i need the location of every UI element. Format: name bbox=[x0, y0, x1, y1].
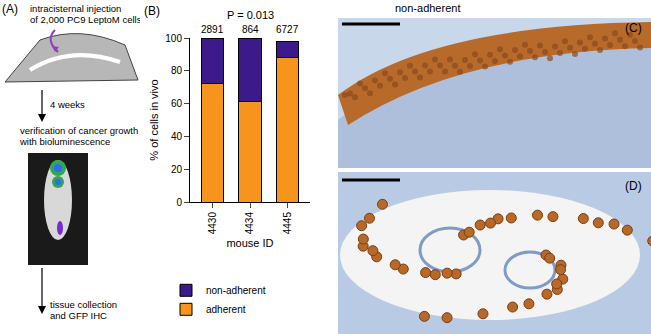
svg-text:40: 40 bbox=[171, 131, 183, 142]
svg-text:adherent: adherent bbox=[206, 304, 246, 315]
svg-text:verification of cancer growth: verification of cancer growth bbox=[20, 125, 138, 136]
svg-text:of 2,000 PC9 LeptoM cells: of 2,000 PC9 LeptoM cells bbox=[30, 14, 142, 25]
svg-text:and GFP IHC: and GFP IHC bbox=[50, 310, 107, 321]
svg-text:(B): (B) bbox=[144, 4, 160, 18]
svg-text:P = 0.013: P = 0.013 bbox=[227, 9, 274, 21]
svg-text:with bioluminescence: with bioluminescence bbox=[19, 136, 110, 147]
svg-text:(D): (D) bbox=[625, 179, 642, 193]
svg-text:80: 80 bbox=[171, 65, 183, 76]
svg-text:4434: 4434 bbox=[244, 212, 255, 235]
svg-text:864: 864 bbox=[242, 24, 259, 35]
svg-text:4 weeks: 4 weeks bbox=[50, 99, 85, 110]
svg-text:tissue collection: tissue collection bbox=[50, 299, 117, 310]
svg-text:non-adherent: non-adherent bbox=[206, 285, 266, 296]
svg-text:4445: 4445 bbox=[282, 212, 293, 235]
svg-text:60: 60 bbox=[171, 98, 183, 109]
svg-text:non-adherent: non-adherent bbox=[395, 2, 460, 14]
svg-text:0: 0 bbox=[176, 197, 182, 208]
svg-text:4430: 4430 bbox=[207, 212, 218, 235]
svg-text:intracisternal injection: intracisternal injection bbox=[30, 3, 121, 14]
svg-text:% of cells in vivo: % of cells in vivo bbox=[148, 79, 160, 160]
svg-text:100: 100 bbox=[165, 33, 182, 44]
svg-text:2891: 2891 bbox=[201, 24, 224, 35]
svg-text:6727: 6727 bbox=[276, 24, 299, 35]
svg-text:20: 20 bbox=[171, 164, 183, 175]
svg-text:(C): (C) bbox=[625, 21, 642, 35]
svg-text:(A): (A) bbox=[2, 2, 18, 16]
svg-text:mouse ID: mouse ID bbox=[226, 237, 273, 249]
